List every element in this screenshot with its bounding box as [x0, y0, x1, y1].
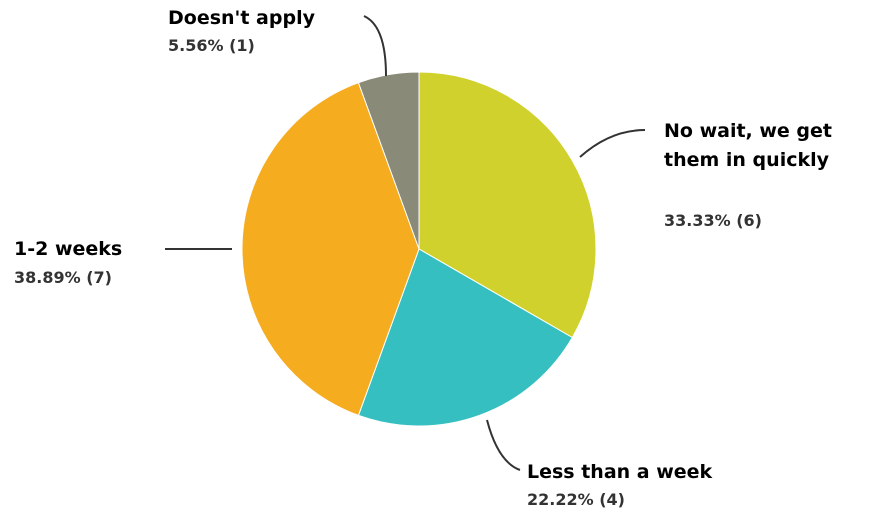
leader-line-doesnt-apply: [363, 15, 387, 77]
leader-lines: [165, 15, 646, 471]
pie-slices: [241, 71, 597, 427]
leader-line-no-wait: [579, 129, 646, 158]
slice-label-doesnt-apply: Doesn't apply: [168, 7, 316, 29]
slice-label-no-wait: No wait, we get them in quickly: [664, 120, 839, 171]
pie-slice-less-than-week[interactable]: [357, 248, 573, 427]
pie-slice-no-wait[interactable]: [418, 71, 597, 339]
slice-value-doesnt-apply: 5.56% (1): [168, 36, 255, 55]
slice-value-1-2-weeks: 38.89% (7): [14, 268, 112, 287]
pie-slice-doesnt-apply[interactable]: [357, 71, 420, 250]
slice-label-less-than-week: Less than a week: [527, 461, 713, 483]
leader-line-less-than-week: [486, 419, 521, 471]
slice-value-less-than-week: 22.22% (4): [527, 490, 625, 509]
slice-value-no-wait: 33.33% (6): [664, 211, 762, 230]
slice-label-1-2-weeks: 1-2 weeks: [14, 238, 122, 260]
slice-labels: No wait, we get them in quickly 33.33% (…: [14, 7, 839, 509]
pie-slice-1-2-weeks[interactable]: [241, 82, 420, 416]
